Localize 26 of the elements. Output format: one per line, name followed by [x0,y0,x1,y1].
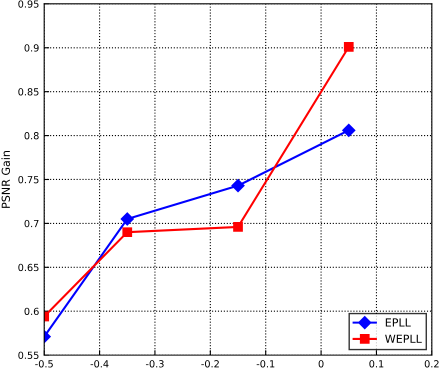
y-tick-label: 0.65 [18,264,38,272]
x-tick-label: -0.3 [146,360,164,368]
point [342,124,356,137]
legend-label: WEPLL [385,334,422,343]
point [233,222,243,232]
x-tick-label: 0 [318,360,324,368]
point [122,227,132,238]
point [231,179,245,192]
y-tick-label: 0.9 [24,44,39,52]
y-axis-title: PSNR Gain [1,151,10,208]
point [120,212,134,226]
y-tick-label: 0.95 [18,0,38,8]
y-tick-label: 0.75 [18,176,38,184]
x-tick-label: 0.1 [369,360,384,368]
x-tick-label: -0.1 [256,360,274,368]
x-tick-label: -0.4 [90,360,109,368]
x-tick-label: -0.5 [35,360,53,368]
y-tick-label: 0.55 [18,352,38,359]
x-tick-label: -0.2 [201,360,219,368]
y-tick-label: 0.85 [18,88,38,96]
legend-label: EPLL [386,318,411,326]
y-tick-label: 0.7 [24,220,39,228]
x-tick-label: 0.2 [424,360,439,368]
point [344,42,354,52]
y-tick-label: 0.8 [24,132,39,140]
y-tick-label: 0.6 [24,308,39,316]
